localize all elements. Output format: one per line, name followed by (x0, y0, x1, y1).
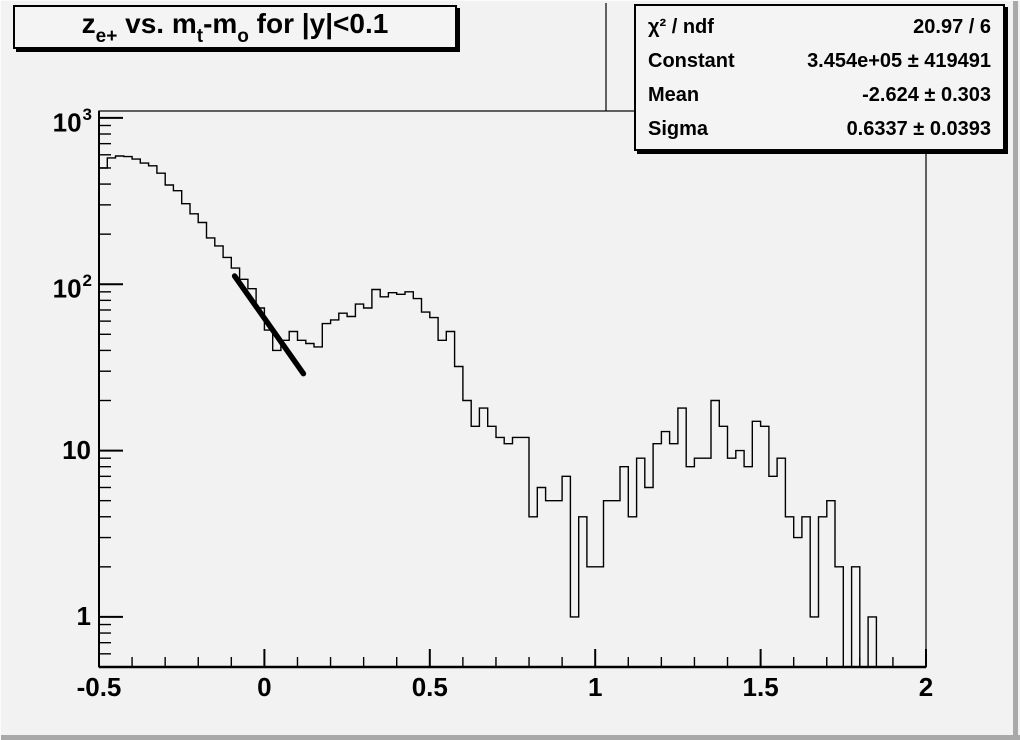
sigma-value: 0.6337 ± 0.0393 (846, 118, 991, 140)
stats-row-mean: Mean -2.624 ± 0.303 (648, 78, 991, 112)
mean-label: Mean (648, 84, 700, 106)
constant-value: 3.454e+05 ± 419491 (807, 50, 991, 72)
x-axis-ticks (98, 649, 927, 667)
x-tick-label: 2 (918, 672, 934, 702)
x-tick-label: -0.5 (76, 672, 122, 702)
x-tick-label: 1.5 (742, 672, 779, 702)
y-tick-label: 103 (52, 104, 92, 138)
plot-title: ze+ vs. mt-mo for |y|<0.1 (81, 8, 389, 47)
window-bevel-right (1013, 1, 1018, 740)
stats-row-constant: Constant 3.454e+05 ± 419491 (648, 44, 991, 78)
y-tick-label: 1 (76, 600, 91, 631)
mean-value: -2.624 ± 0.303 (862, 84, 991, 106)
x-tick-label: 0.5 (411, 672, 448, 702)
window-bevel-bottom (1, 735, 1020, 740)
y-axis-ticks (99, 116, 123, 655)
plot-frame (98, 110, 927, 669)
histogram-line (99, 155, 926, 668)
title-box: ze+ vs. mt-mo for |y|<0.1 (13, 5, 457, 49)
stats-row-sigma: Sigma 0.6337 ± 0.0393 (648, 112, 991, 146)
stats-row-chi2: χ² / ndf 20.97 / 6 (648, 10, 991, 44)
fit-stats-box: χ² / ndf 20.97 / 6 Constant 3.454e+05 ± … (634, 4, 1005, 151)
sigma-label: Sigma (648, 118, 709, 140)
gaussian-fit-line (231, 273, 307, 377)
y-tick-label: 10 (62, 434, 91, 465)
x-tick-label: 1 (587, 672, 603, 702)
constant-label: Constant (648, 50, 735, 72)
x-tick-label: 0 (257, 672, 272, 702)
chi2-ndf-value: 20.97 / 6 (913, 16, 991, 38)
chi2-ndf-label: χ² / ndf (648, 16, 714, 38)
y-tick-label: 102 (52, 271, 92, 304)
